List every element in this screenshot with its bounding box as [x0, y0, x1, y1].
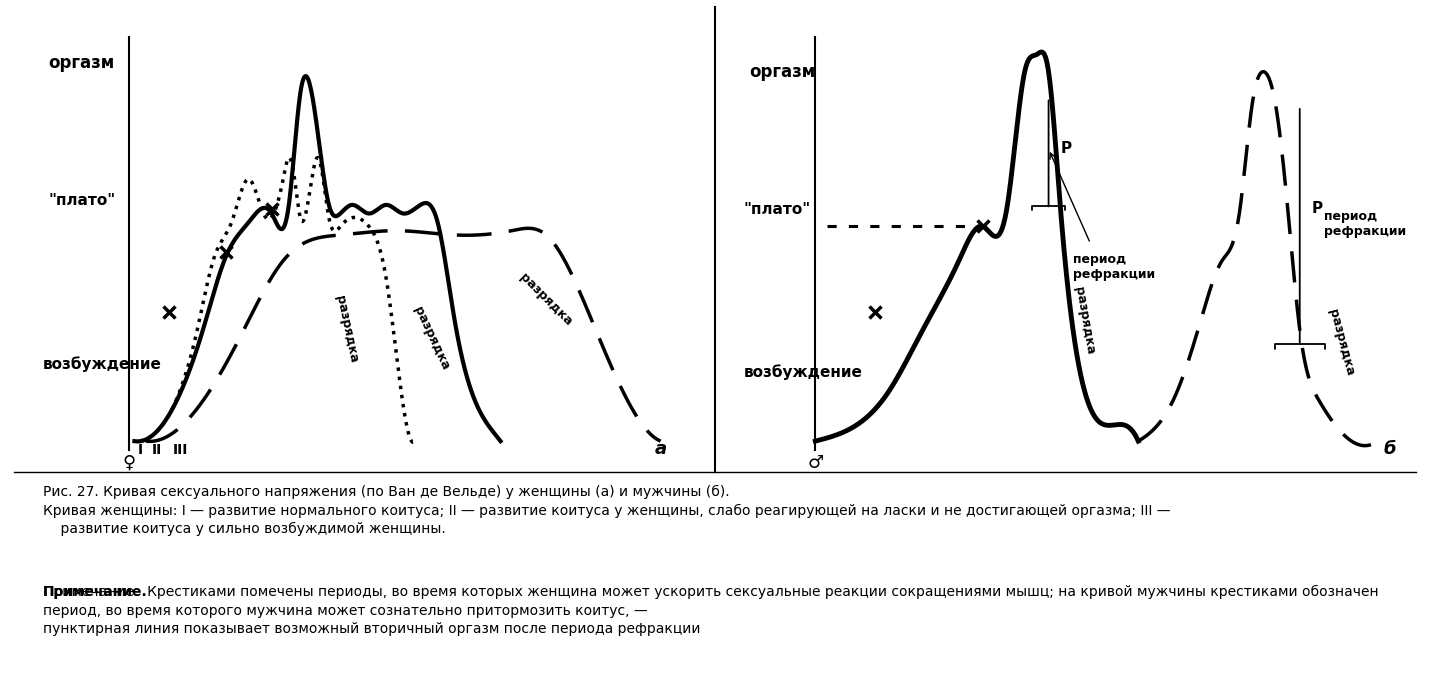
Text: ♂: ♂	[808, 454, 824, 472]
Text: I: I	[137, 443, 143, 457]
Text: период
рефракции: период рефракции	[1324, 210, 1406, 238]
Text: P: P	[1311, 202, 1323, 216]
Text: разрядка: разрядка	[1072, 286, 1097, 356]
Text: оргазм: оргазм	[49, 54, 114, 72]
Text: Рис. 27. Кривая сексуального напряжения (по Ван де Вельде) у женщины (а) и мужчи: Рис. 27. Кривая сексуального напряжения …	[43, 485, 1170, 537]
Text: разрядка: разрядка	[412, 304, 452, 372]
Text: ♀: ♀	[122, 454, 136, 472]
Text: б: б	[1383, 440, 1396, 458]
Text: разрядка: разрядка	[333, 295, 359, 365]
Text: Примечание.  Крестиками помечены периоды, во время которых женщина может ускорит: Примечание. Крестиками помечены периоды,…	[43, 585, 1379, 636]
Text: "плато": "плато"	[744, 202, 811, 217]
Text: разрядка: разрядка	[1327, 307, 1357, 377]
Text: а: а	[655, 440, 666, 458]
Text: период
рефракции: период рефракции	[1072, 253, 1154, 281]
Text: III: III	[173, 443, 187, 457]
Text: P: P	[1061, 142, 1071, 156]
Text: оргазм: оргазм	[749, 63, 817, 81]
Text: возбуждение: возбуждение	[43, 356, 162, 371]
Text: Примечание.: Примечание.	[43, 585, 147, 599]
Text: разрядка: разрядка	[518, 270, 575, 328]
Text: "плато": "плато"	[49, 193, 116, 208]
Text: возбуждение: возбуждение	[744, 365, 862, 380]
Text: II: II	[152, 443, 163, 457]
